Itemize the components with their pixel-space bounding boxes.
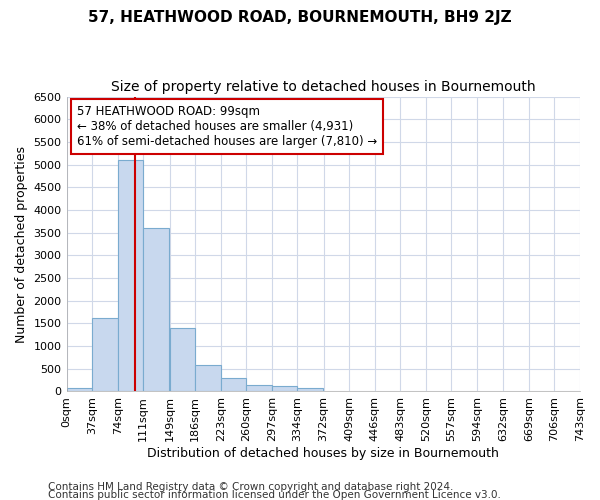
Bar bbox=[298, 388, 323, 392]
Bar bbox=[170, 328, 195, 392]
Y-axis label: Number of detached properties: Number of detached properties bbox=[15, 146, 28, 342]
Bar bbox=[67, 388, 92, 392]
Bar bbox=[195, 365, 221, 392]
Bar bbox=[221, 378, 246, 392]
X-axis label: Distribution of detached houses by size in Bournemouth: Distribution of detached houses by size … bbox=[148, 447, 499, 460]
Bar bbox=[272, 386, 298, 392]
Text: 57, HEATHWOOD ROAD, BOURNEMOUTH, BH9 2JZ: 57, HEATHWOOD ROAD, BOURNEMOUTH, BH9 2JZ bbox=[88, 10, 512, 25]
Text: Contains public sector information licensed under the Open Government Licence v3: Contains public sector information licen… bbox=[48, 490, 501, 500]
Text: Contains HM Land Registry data © Crown copyright and database right 2024.: Contains HM Land Registry data © Crown c… bbox=[48, 482, 454, 492]
Text: 57 HEATHWOOD ROAD: 99sqm
← 38% of detached houses are smaller (4,931)
61% of sem: 57 HEATHWOOD ROAD: 99sqm ← 38% of detach… bbox=[77, 106, 377, 148]
Bar bbox=[118, 160, 143, 392]
Bar bbox=[92, 318, 118, 392]
Title: Size of property relative to detached houses in Bournemouth: Size of property relative to detached ho… bbox=[111, 80, 536, 94]
Bar bbox=[143, 228, 169, 392]
Bar bbox=[246, 384, 272, 392]
